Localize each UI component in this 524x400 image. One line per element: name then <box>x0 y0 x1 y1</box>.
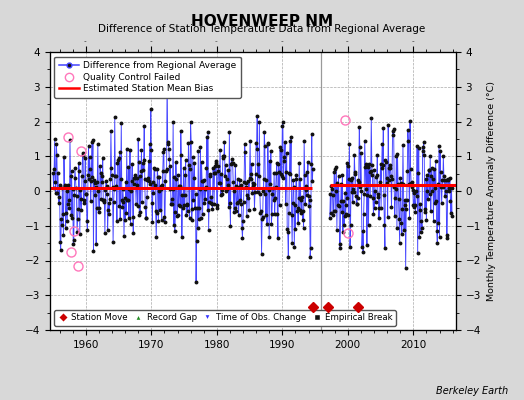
Text: Berkeley Earth: Berkeley Earth <box>436 386 508 396</box>
Legend: Station Move, Record Gap, Time of Obs. Change, Empirical Break: Station Move, Record Gap, Time of Obs. C… <box>54 310 396 326</box>
Text: HOVENWEEP NM: HOVENWEEP NM <box>191 14 333 29</box>
Y-axis label: Monthly Temperature Anomaly Difference (°C): Monthly Temperature Anomaly Difference (… <box>486 81 496 301</box>
Text: Difference of Station Temperature Data from Regional Average: Difference of Station Temperature Data f… <box>99 24 425 34</box>
